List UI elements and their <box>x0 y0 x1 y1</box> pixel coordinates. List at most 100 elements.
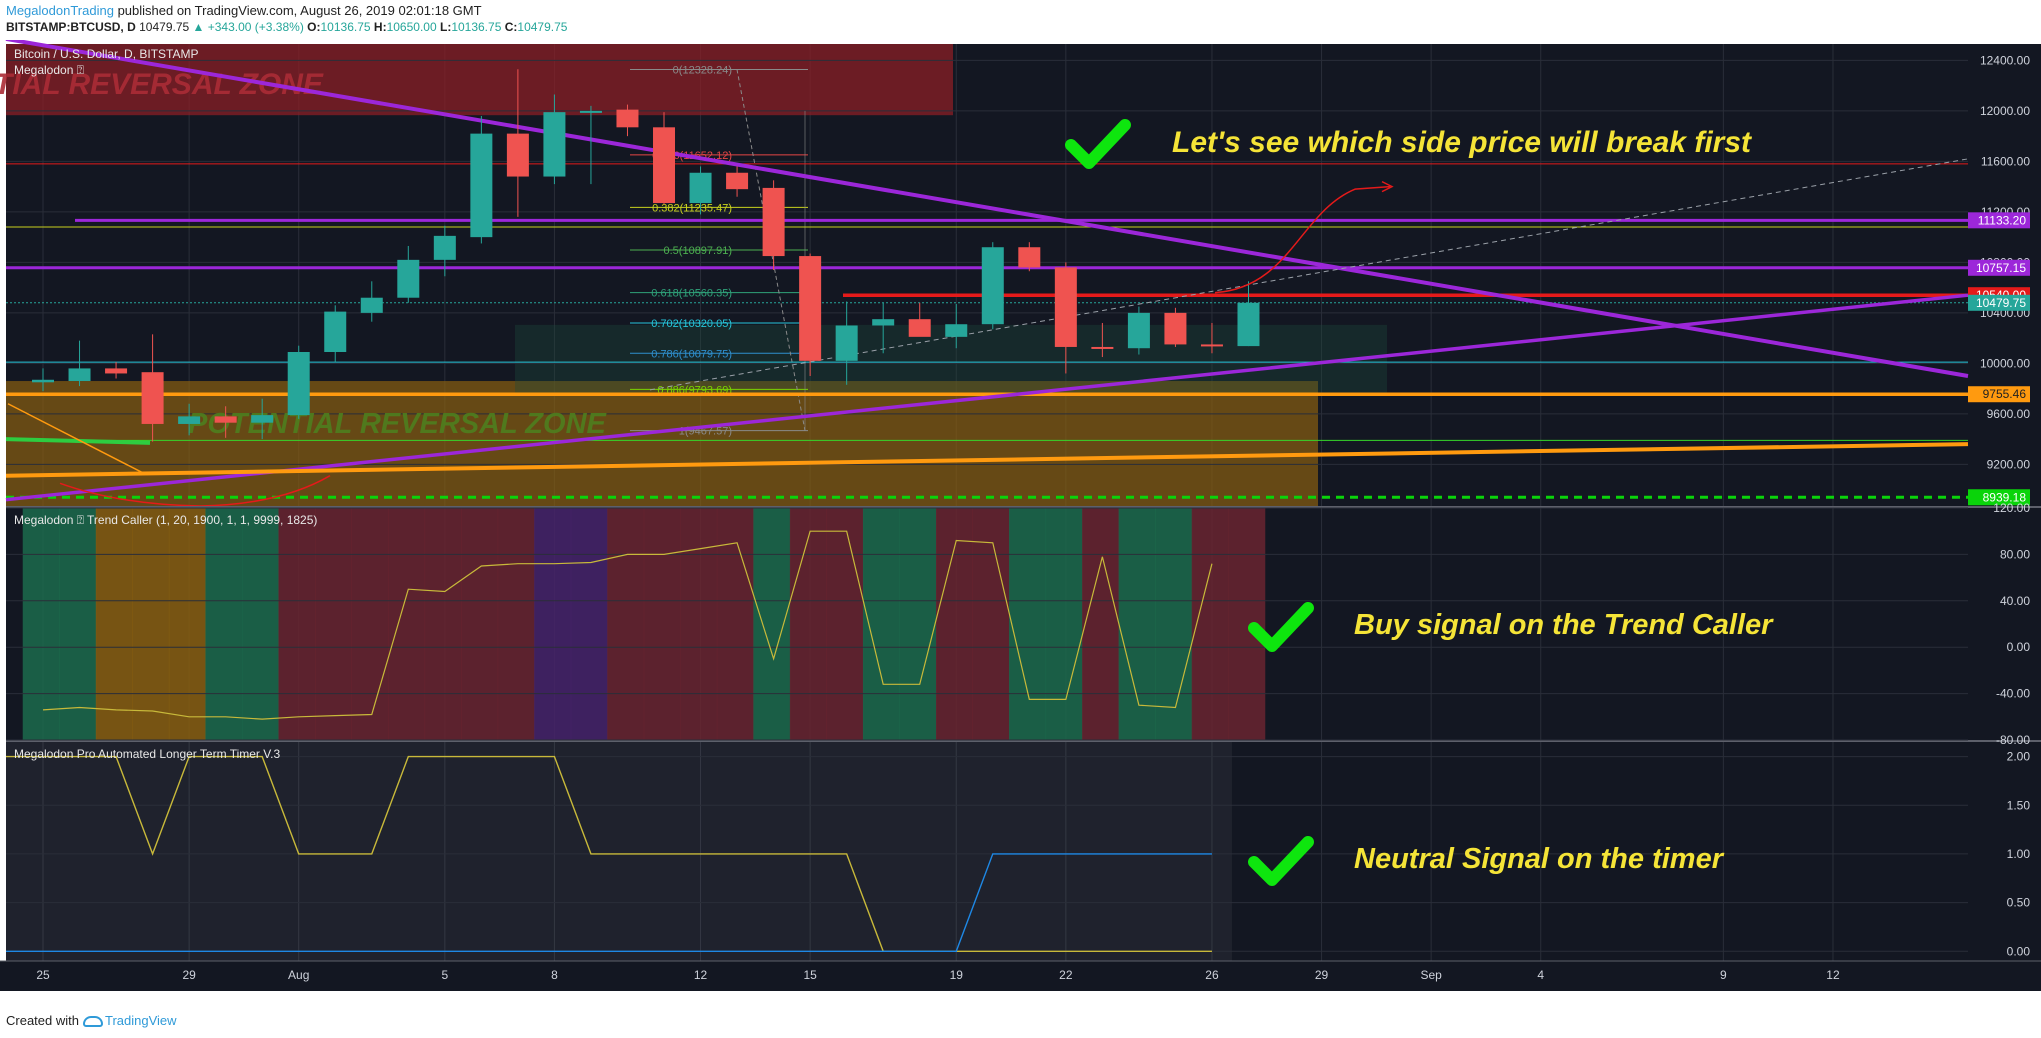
time-axis-background <box>0 961 2041 991</box>
time-tick-label: 8 <box>551 968 558 982</box>
orange-trend-line <box>5 442 1969 478</box>
signal-band <box>570 508 608 740</box>
candle-body <box>908 319 931 337</box>
time-tick-label: 4 <box>1537 968 1544 982</box>
signal-band <box>1045 508 1083 740</box>
price-label-box <box>1968 386 2030 403</box>
candle-body <box>68 368 91 382</box>
low-value: 10136.75 <box>451 20 502 34</box>
signal-band <box>935 508 974 740</box>
time-tick-label: Aug <box>288 968 309 982</box>
signal-band <box>1155 508 1193 740</box>
trend-axis-tick: -40.00 <box>1996 687 2030 701</box>
tradingview-link[interactable]: TradingView <box>104 1013 177 1028</box>
reversal-zone-bottom <box>6 381 1318 506</box>
author-link[interactable]: MegalodonTrading <box>6 3 114 18</box>
timer-shade <box>6 742 1232 961</box>
timer-axis-tick: 0.50 <box>2007 896 2031 910</box>
fib-level-label: 0.382(11235.47) <box>652 202 732 214</box>
candle-body <box>762 187 785 257</box>
candle-body <box>214 416 237 423</box>
publish-info: published on TradingView.com, August 26,… <box>117 3 482 18</box>
time-tick-label: 29 <box>1315 968 1329 982</box>
close-value: 10479.75 <box>517 20 568 34</box>
signal-band <box>351 508 389 740</box>
low-label: L: <box>439 20 452 34</box>
time-tick-label: 15 <box>803 968 817 982</box>
time-tick-label: 26 <box>1205 968 1219 982</box>
fib-level-label: 0.702(10320.05) <box>651 318 732 330</box>
price-tick-label: 9600.00 <box>1987 407 2031 421</box>
fib-level-label: 0.618(10560.35) <box>651 288 732 300</box>
trend-axis-tick: 120.00 <box>1993 501 2030 515</box>
timer-axis-tick: 0.00 <box>2007 944 2031 958</box>
candle-body <box>1237 302 1260 347</box>
open-label: O: <box>307 20 321 34</box>
price-label-box <box>1968 259 2030 276</box>
open-value: 10136.75 <box>320 20 371 34</box>
created-with-label: Created with <box>6 1013 79 1028</box>
signal-band <box>22 508 60 740</box>
signal-band <box>1118 508 1156 740</box>
publish-header: MegalodonTrading published on TradingVie… <box>6 3 482 18</box>
candle-body <box>1054 267 1077 347</box>
candle-body <box>251 415 274 423</box>
signal-band <box>205 508 243 740</box>
time-tick-label: 19 <box>950 968 964 982</box>
candle-body <box>543 112 566 177</box>
time-tick-label: 22 <box>1059 968 1073 982</box>
signal-band <box>497 508 535 740</box>
candle-body <box>653 127 676 204</box>
signal-band <box>95 508 133 740</box>
high-label: H: <box>373 20 387 34</box>
trend-axis-tick: 0.00 <box>2007 640 2031 654</box>
candle-body <box>32 379 54 383</box>
trend-axis-tick: -80.00 <box>1996 733 2030 747</box>
signal-band <box>168 508 206 740</box>
candle-body <box>1018 247 1041 268</box>
ohlc-header: BITSTAMP:BTCUSD, D 10479.75 ▲ +343.00 (+… <box>6 20 567 34</box>
symbol-label: BITSTAMP:BTCUSD, D <box>6 20 136 34</box>
price-label-text: 10479.75 <box>1976 296 2026 310</box>
chart-canvas[interactable]: 12400.0012000.0011600.0011200.0010800.00… <box>0 40 2041 1006</box>
signal-band <box>314 508 353 740</box>
zone-label: POTENTIAL REVERSAL ZONE <box>188 408 608 440</box>
timer-label: Megalodon Pro Automated Longer Term Time… <box>14 747 280 761</box>
orange-arrow-line <box>7 403 147 476</box>
reversal-zone-top <box>6 44 953 116</box>
trend-axis-tick: 40.00 <box>2000 594 2030 608</box>
price-label-text: 9755.46 <box>1983 387 2027 401</box>
price-label-text: 10757.15 <box>1976 261 2026 275</box>
time-tick-label: Sep <box>1420 968 1442 982</box>
candle-body <box>1164 312 1187 345</box>
price-tick-label: 12400.00 <box>1980 53 2030 67</box>
candle-body <box>178 416 201 424</box>
green-trend-line <box>5 437 151 445</box>
signal-band <box>534 508 572 740</box>
time-tick-label: 12 <box>1826 968 1840 982</box>
close-label: C: <box>504 20 518 34</box>
check-icon <box>1065 119 1131 169</box>
downtrend-line <box>5 40 1969 378</box>
signal-band <box>278 508 316 740</box>
uptrend-line <box>5 293 1969 502</box>
price-label-text: 11133.20 <box>1978 213 2027 227</box>
timer-axis-tick: 1.50 <box>2007 798 2031 812</box>
signal-band <box>643 508 681 740</box>
price-change: ▲ +343.00 (+3.38%) <box>192 20 304 34</box>
price-label-box <box>1968 212 2030 229</box>
timer-axis-tick: 2.00 <box>2007 750 2031 764</box>
time-tick-label: 5 <box>441 968 448 982</box>
price-label-text: 8939.18 <box>1983 490 2027 504</box>
candle-body <box>579 110 602 113</box>
timer-axis-tick: 1.00 <box>2007 847 2031 861</box>
fib-level-label: 0(12328.24) <box>673 64 732 76</box>
check-icon <box>1248 836 1314 886</box>
candle-body <box>981 247 1004 325</box>
price-label-box <box>1968 294 2030 311</box>
signal-band <box>132 508 170 740</box>
time-tick-label: 25 <box>36 968 50 982</box>
signal-band <box>388 508 426 740</box>
candle-body <box>799 256 822 361</box>
signal-band <box>241 508 279 740</box>
